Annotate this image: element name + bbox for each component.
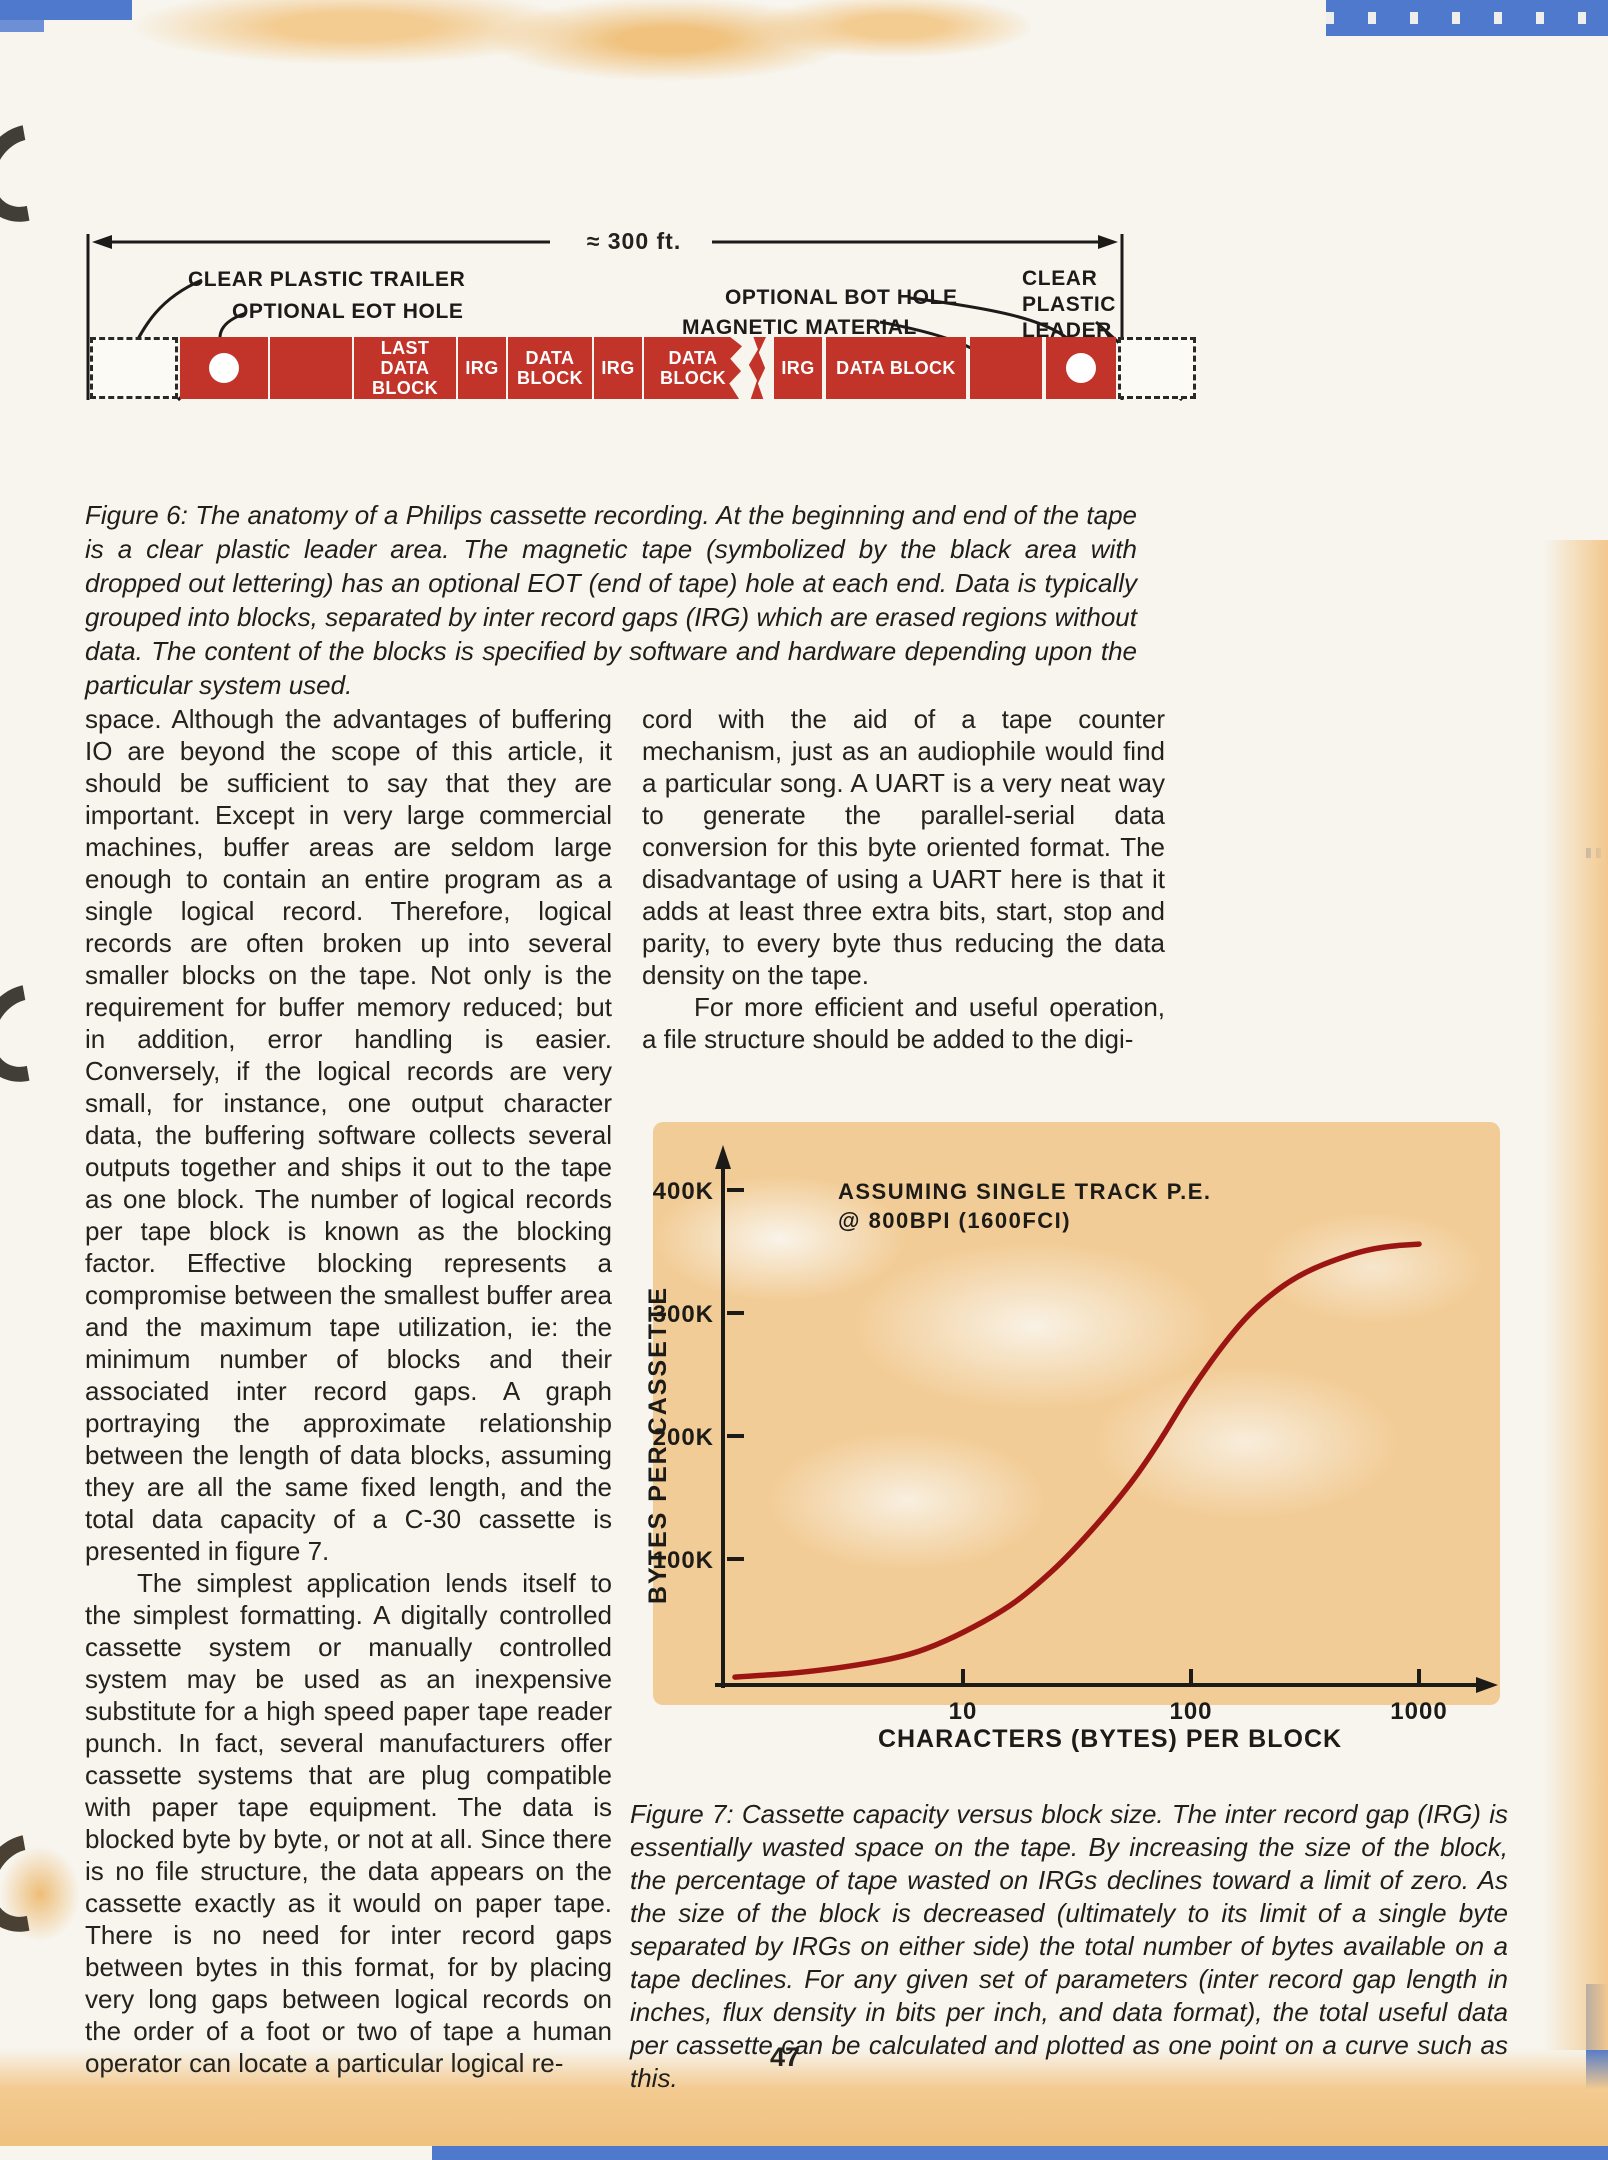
- x-axis-arrow: [1476, 1677, 1498, 1693]
- eot-hole: [209, 353, 239, 383]
- tape-last-data-block: LAST DATA BLOCK: [354, 337, 456, 399]
- figure6-diagram: ≈ 300 ft. CLEAR PLASTIC TRAILER OPTIONAL…: [60, 150, 1250, 435]
- binder-shadow-mark: [0, 965, 92, 1101]
- aged-paper-stain-left: [0, 1846, 80, 1942]
- label-clear-plastic-trailer: CLEAR PLASTIC TRAILER: [188, 268, 466, 291]
- y-tick-label: 200K: [653, 1424, 714, 1451]
- page-edge-blue-strip-top-left: [0, 0, 132, 20]
- tape-irg: IRG: [774, 337, 822, 399]
- chart-annotation-line1: ASSUMING SINGLE TRACK P.E.: [838, 1179, 1212, 1204]
- page-edge-blue-strip-bottom: [432, 2144, 1608, 2160]
- x-tick-label: 10: [949, 1698, 978, 1725]
- y-tick-label: 100K: [653, 1547, 714, 1574]
- capacity-curve: [732, 1241, 1422, 1680]
- tape-magnetic-segment: [970, 337, 1042, 399]
- tape-data-block: DATA BLOCK: [508, 337, 592, 399]
- body-paragraph: The simplest application lends itself to…: [85, 1568, 612, 2078]
- x-tick-label: 100: [1169, 1698, 1212, 1725]
- tape-irg: IRG: [594, 337, 642, 399]
- x-axis-title: CHARACTERS (BYTES) PER BLOCK: [878, 1725, 1342, 1753]
- tape-clear-leader-segment: [1118, 337, 1196, 399]
- label-optional-bot-hole: OPTIONAL BOT HOLE: [725, 286, 958, 309]
- tape-irg: IRG: [458, 337, 506, 399]
- y-axis-title: BYTES PER CASSETTE: [644, 1286, 672, 1604]
- y-tick-label: 400K: [653, 1178, 714, 1205]
- page-edge-blue-strip-top-right: [1326, 0, 1608, 36]
- label-optional-eot-hole: OPTIONAL EOT HOLE: [232, 300, 464, 323]
- left-column: space. Although the advantages of buffer…: [85, 703, 612, 2079]
- figure7-caption: Figure 7: Cassette capacity versus block…: [630, 1799, 1508, 2093]
- x-tick-label: 1000: [1390, 1698, 1447, 1725]
- label-magnetic-material: MAGNETIC MATERIAL: [682, 316, 917, 339]
- aged-paper-stain-bottom: [0, 2048, 1608, 2146]
- tape-bot-hole-segment: [1046, 337, 1116, 399]
- aged-paper-stain-top: [130, 0, 1030, 88]
- capacity-vs-blocksize-plot: 400K 300K 200K 100K 10 100 1000 ASSUMING SINGLE…: [644, 1145, 1498, 1753]
- right-column: cord with the aid of a tape counter mech…: [642, 703, 1165, 1055]
- chart-annotation-line2: @ 800BPI (1600FCI): [838, 1208, 1071, 1233]
- body-paragraph: cord with the aid of a tape counter mech…: [642, 704, 1165, 990]
- figure6-caption: Figure 6: The anatomy of a Philips casse…: [85, 500, 1137, 700]
- chart-aged-wash-background: [653, 1122, 1500, 1705]
- bot-hole: [1066, 353, 1096, 383]
- dimension-label: ≈ 300 ft.: [586, 228, 682, 254]
- aged-paper-stain-right: [1544, 540, 1608, 2050]
- dimension-arrow-right: [1098, 235, 1118, 249]
- tape-clear-trailer-segment: [90, 337, 178, 399]
- page-edge-blue-strip-top-left-2: [0, 20, 44, 32]
- tape-magnetic-segment: [270, 337, 352, 399]
- dimension-arrow-left: [92, 235, 112, 249]
- body-paragraph: space. Although the advantages of buffer…: [85, 704, 612, 1566]
- y-axis-arrow: [715, 1145, 731, 1169]
- y-tick-label: 300K: [653, 1301, 714, 1328]
- body-paragraph: For more efficient and useful operation,…: [642, 992, 1165, 1054]
- label-clear-plastic-leader: CLEAR PLASTIC LEADER: [1022, 267, 1117, 342]
- tape-data-block: DATA BLOCK: [826, 337, 966, 399]
- figure7-chart: 400K 300K 200K 100K 10 100 1000 ASSUMING SINGLE…: [640, 1095, 1510, 1760]
- tape-data-block-torn: DATA BLOCK: [644, 337, 742, 399]
- tape-eot-hole-segment: [180, 337, 268, 399]
- page-number: 47: [770, 2042, 801, 2072]
